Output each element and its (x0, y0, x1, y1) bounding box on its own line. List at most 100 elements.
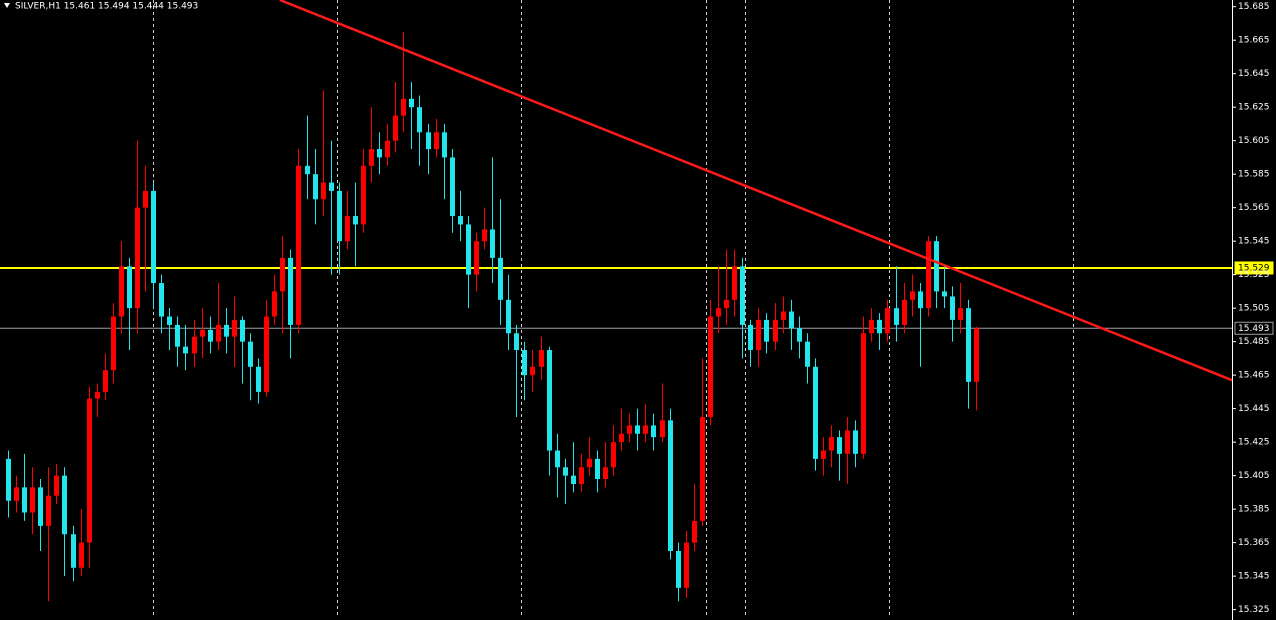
candle-body (200, 329, 205, 337)
candle-body (46, 495, 51, 526)
price-label-box (1234, 261, 1274, 275)
candle-body (482, 229, 487, 242)
candle-body (942, 291, 947, 297)
candle-body (313, 174, 318, 200)
y-tick-label: 15.585 (1238, 170, 1270, 180)
header: SILVER,H1 15.461 15.494 15.444 15.493 (15, 2, 198, 12)
candle-body (296, 165, 301, 325)
candle-body (458, 216, 463, 225)
candle-body (595, 458, 600, 479)
candle-body (208, 329, 213, 342)
candle-body (547, 350, 552, 451)
y-tick-label: 15.565 (1238, 203, 1270, 213)
y-tick-label: 15.665 (1238, 36, 1270, 46)
candle-body (14, 487, 19, 501)
candle-body (466, 224, 471, 275)
candle-body (885, 308, 890, 334)
y-tick-label: 15.445 (1238, 404, 1270, 414)
candle-body (748, 324, 753, 351)
candle-body (345, 216, 350, 242)
candle-body (54, 475, 59, 496)
candle-body (668, 420, 673, 552)
candle-body (724, 299, 729, 309)
price-scale: 15.325 15.345 15.365 15.385 15.405 15.425 15.4… (1232, 2, 1270, 615)
candle-body (611, 442, 616, 468)
candle-body (651, 425, 656, 438)
candle-body (95, 391, 100, 399)
candle-body (861, 333, 866, 454)
candle-body (426, 132, 431, 150)
candle-body (829, 437, 834, 451)
y-tick-label: 15.625 (1238, 103, 1270, 113)
candle-body (79, 542, 84, 568)
candle-body (958, 308, 963, 320)
candle-body (789, 311, 794, 329)
candle-body (627, 425, 632, 434)
candle-body (38, 487, 43, 526)
candle-body (401, 98, 406, 116)
candle-body (522, 350, 527, 376)
y-tick-label: 15.605 (1238, 136, 1270, 146)
candle-body (756, 319, 761, 351)
candle-body (119, 266, 124, 317)
candle-body (700, 417, 705, 521)
candle-body (643, 425, 648, 434)
candle-body (151, 190, 156, 284)
candle-body (87, 398, 92, 543)
candle-body (159, 283, 164, 317)
candle-body (869, 319, 874, 334)
candle-body (805, 341, 810, 367)
candle-body (224, 324, 229, 337)
candle-body (571, 475, 576, 485)
candle-body (143, 190, 148, 208)
y-tick-label: 15.385 (1238, 505, 1270, 515)
y-tick-label: 15.545 (1238, 237, 1270, 247)
candle-body (877, 319, 882, 334)
candle-body (272, 291, 277, 317)
candle-body (563, 467, 568, 476)
candle-body (22, 487, 27, 513)
y-tick-label: 15.465 (1238, 371, 1270, 381)
candle-body (256, 366, 261, 392)
candle-body (587, 458, 592, 468)
candle-body (175, 324, 180, 347)
candle-body (62, 475, 67, 535)
candle-body (974, 328, 979, 382)
y-tick-label: 15.425 (1238, 438, 1270, 448)
candle-body (232, 319, 237, 337)
candle-body (167, 316, 172, 325)
y-tick-label: 15.345 (1238, 572, 1270, 582)
candle-body (821, 450, 826, 459)
candle-body (732, 266, 737, 300)
candle-body (442, 132, 447, 158)
candle-body (490, 229, 495, 258)
candle-body (337, 190, 342, 242)
candle-body (579, 467, 584, 485)
candle-body (708, 316, 713, 418)
candle-body (409, 98, 414, 108)
candles (6, 31, 979, 602)
candle-body (530, 366, 535, 376)
candle-body (740, 266, 745, 325)
overlay: 15.529 15.493 (279, 0, 1274, 382)
candle-body (288, 257, 293, 325)
candle-body (264, 316, 269, 392)
candle-body (716, 308, 721, 317)
candle-body (103, 370, 108, 392)
candle-body (71, 534, 76, 568)
candle-body (321, 182, 326, 200)
candle-body (910, 291, 915, 300)
candle-body (361, 165, 366, 225)
y-tick-label: 15.485 (1238, 337, 1270, 347)
candle-body (692, 520, 697, 543)
y-tick-label: 15.645 (1238, 69, 1270, 79)
candle-body (280, 257, 285, 292)
candle-body (635, 425, 640, 434)
y-tick-label: 15.405 (1238, 471, 1270, 481)
header-icon (4, 3, 10, 8)
candle-body (918, 291, 923, 309)
price-label: 15.529 (1238, 263, 1270, 273)
candle-body (393, 115, 398, 141)
candle-body (474, 241, 479, 275)
